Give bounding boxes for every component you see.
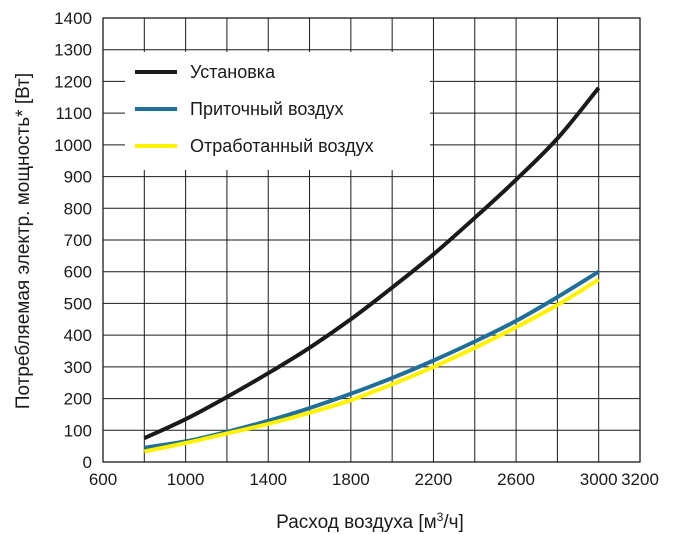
y-tick-label: 0 <box>83 453 92 472</box>
y-tick-label: 1000 <box>54 136 92 155</box>
series-lines <box>143 86 601 454</box>
x-tick-label: 1000 <box>167 470 205 489</box>
y-tick-label: 700 <box>64 231 92 250</box>
y-tick-label: 1300 <box>54 41 92 60</box>
y-tick-label: 300 <box>64 358 92 377</box>
x-axis-title-tail: /ч] <box>443 512 463 533</box>
axes <box>102 17 641 463</box>
x-tick-label: 1800 <box>332 470 370 489</box>
x-axis-title-sup: 3 <box>437 510 444 524</box>
x-tick-label: 600 <box>89 470 117 489</box>
x-axis-title: Расход воздуха [м3/ч] <box>276 510 464 533</box>
series-line-2 <box>144 269 600 450</box>
x-tick-labels: 600 1000 1400 1800 2200 2600 3000 3200 <box>89 470 659 489</box>
y-tick-label: 800 <box>64 199 92 218</box>
y-tick-label: 200 <box>64 390 92 409</box>
x-tick-label: 2200 <box>415 470 453 489</box>
legend-label: Отработанный воздух <box>190 136 374 156</box>
legend-label: Установка <box>190 62 276 82</box>
legend: Установка Приточный воздух Отработанный во… <box>125 52 430 170</box>
y-tick-label: 1100 <box>55 104 92 123</box>
x-axis-title-text: Расход воздуха [м <box>276 512 437 533</box>
y-axis-title: Потребляемая электр. мощность* [Вт] <box>13 73 34 409</box>
series-line-1 <box>143 86 601 441</box>
x-tick-label: 3200 <box>621 470 659 489</box>
y-tick-label: 1200 <box>54 72 92 91</box>
x-tick-label: 2600 <box>497 470 535 489</box>
y-tick-label: 100 <box>64 421 92 440</box>
plot-frame <box>102 17 641 463</box>
y-tick-label: 1400 <box>54 9 92 28</box>
x-tick-label: 1400 <box>249 470 287 489</box>
series-line-3 <box>143 277 600 454</box>
x-tick-label: 3000 <box>580 470 618 489</box>
y-tick-label: 500 <box>64 294 92 313</box>
y-tick-label: 400 <box>64 326 92 345</box>
y-tick-label: 600 <box>64 263 92 282</box>
legend-label: Приточный воздух <box>190 99 344 119</box>
y-tick-labels: 0 100 200 300 400 500 600 700 800 900 1000 1100 1200… <box>54 9 92 472</box>
y-tick-label: 900 <box>64 168 92 187</box>
